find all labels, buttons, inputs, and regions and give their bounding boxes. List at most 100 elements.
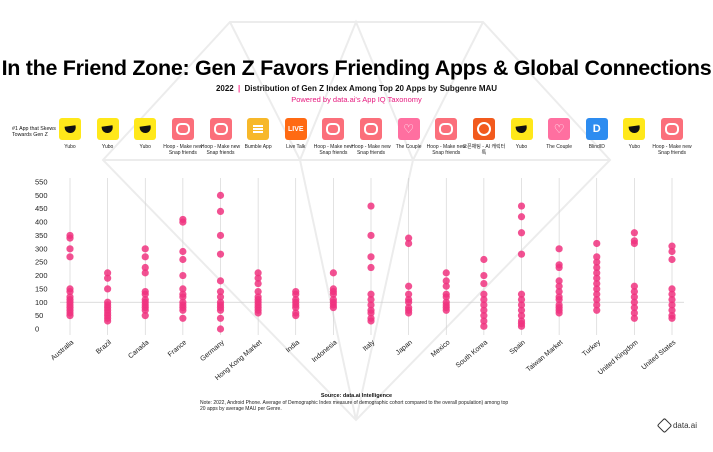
data-point — [66, 253, 74, 261]
data-point — [593, 239, 601, 248]
data-point — [480, 290, 488, 298]
data-point — [254, 274, 262, 282]
data-point — [517, 322, 526, 330]
heart-icon: ♡ — [548, 118, 571, 140]
data-point — [141, 290, 149, 298]
chart-subtitle: 2022 | Distribution of Gen Z Index Among… — [0, 84, 713, 93]
data-point — [216, 293, 225, 301]
data-point — [104, 285, 112, 293]
subtitle-separator: | — [237, 84, 241, 93]
x-tick-label: Italy — [362, 339, 377, 353]
top-app-united-kingdom: Yubo — [610, 118, 658, 151]
app-name: The Couple — [395, 144, 422, 150]
app-name: 오픈채팅 - AI 캐릭터 톡 — [462, 144, 506, 156]
x-tick-label: Indonesia — [311, 339, 339, 364]
data-point — [517, 229, 526, 237]
hoop-icon — [209, 118, 232, 140]
data-point — [179, 314, 187, 322]
data-point — [517, 213, 526, 221]
hoop-icon — [171, 118, 194, 140]
data-point — [367, 263, 375, 272]
data-point — [480, 279, 488, 288]
app-name: The Couple — [546, 144, 573, 150]
app-name: Hoop - Make new Snap friends — [652, 144, 692, 156]
app-name: Bumble App — [244, 144, 272, 150]
data-point — [480, 296, 488, 304]
data-point — [442, 277, 450, 285]
top-app-taiwan-market: ♡ The Couple — [535, 118, 583, 151]
app-name: Hoop - Make new Snap friends — [313, 144, 353, 156]
data-point — [630, 293, 638, 301]
data-point — [216, 287, 225, 296]
data-point — [593, 253, 601, 261]
app-name: Yubo — [64, 144, 76, 150]
data-point — [668, 301, 676, 309]
data-point — [555, 309, 563, 317]
data-point — [405, 290, 413, 298]
data-point — [367, 253, 375, 261]
data-point — [141, 306, 149, 314]
data-point — [668, 285, 676, 293]
data-point — [254, 269, 262, 277]
live-talk-icon: LIVE — [284, 118, 307, 140]
data-point — [405, 239, 413, 248]
data-point — [555, 277, 563, 285]
y-tick-label: 350 — [35, 231, 48, 240]
data-point — [216, 277, 225, 285]
data-point — [593, 296, 601, 304]
y-tick-label: 200 — [35, 271, 48, 280]
yubo-icon — [59, 118, 81, 140]
x-tick-label: South Korea — [455, 339, 489, 369]
data-point — [405, 309, 413, 317]
data-point — [254, 279, 262, 288]
top-app-india: LIVE Live Talk — [272, 118, 320, 151]
data-point — [179, 306, 187, 314]
heart-icon: ♡ — [397, 118, 420, 140]
data-point — [367, 317, 375, 325]
y-tick-label: 550 — [35, 178, 48, 187]
data-point — [555, 282, 563, 290]
hoop-icon — [435, 118, 458, 140]
data-point — [66, 234, 74, 242]
data-point — [141, 312, 149, 320]
powered-by-text: Powered by data.ai's App IQ Taxonomy — [291, 95, 422, 104]
data-point — [630, 287, 638, 296]
data-point — [405, 234, 413, 242]
data-point — [517, 290, 526, 298]
data-point — [668, 296, 676, 304]
data-point — [141, 269, 149, 277]
data-point — [630, 309, 638, 317]
data-point — [216, 325, 225, 333]
data-point — [141, 253, 149, 261]
data-point — [593, 263, 601, 272]
data-point — [630, 314, 638, 322]
app-name: Hoop - Make new Snap friends — [426, 144, 466, 156]
data-point — [292, 290, 300, 298]
top-app-spain: Yubo — [498, 118, 546, 151]
data-point — [442, 293, 450, 301]
source-text: Source: data.ai Intelligence — [320, 393, 393, 399]
top-app-canada: Yubo — [121, 118, 169, 151]
x-tick-label: Brazil — [95, 339, 113, 356]
top-app-japan: ♡ The Couple — [385, 118, 433, 151]
data-point — [517, 296, 526, 304]
x-tick-label: Australia — [50, 339, 75, 362]
data-point — [179, 255, 187, 264]
yubo-icon — [134, 118, 157, 140]
data-point — [517, 301, 526, 309]
yubo-icon — [510, 118, 533, 140]
data-point — [329, 290, 337, 298]
data-point — [179, 247, 187, 256]
data-point — [367, 301, 375, 309]
y-tick-label: 400 — [35, 218, 48, 227]
data-point — [593, 301, 601, 309]
data-point — [141, 263, 149, 272]
top-app-south-korea: 오픈채팅 - AI 캐릭터 톡 — [460, 118, 508, 156]
top-app-indonesia: Hoop - Make new Snap friends — [309, 118, 357, 156]
y-tick-label: 250 — [35, 258, 48, 267]
hoop-icon — [661, 118, 683, 140]
blindid-icon: D — [585, 118, 608, 140]
data-point — [329, 304, 337, 312]
app-name: Yubo — [515, 144, 528, 150]
data-point — [216, 250, 225, 258]
